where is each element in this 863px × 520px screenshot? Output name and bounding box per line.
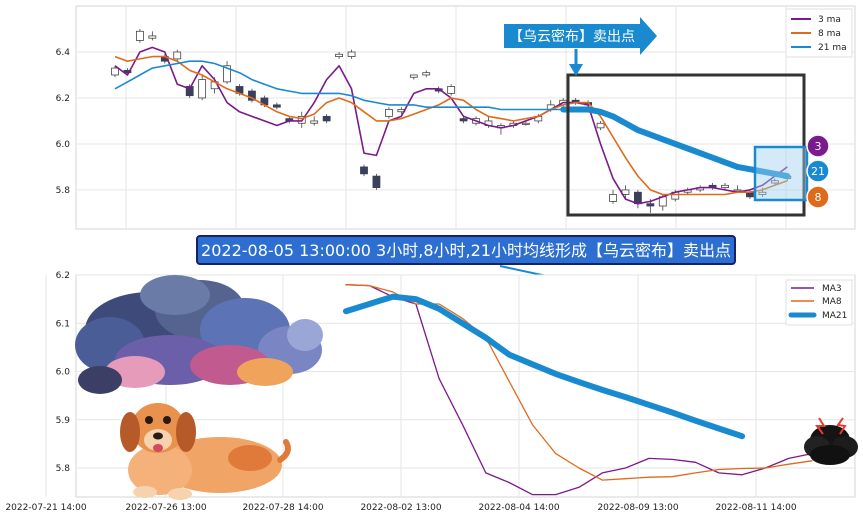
badge-8 <box>806 185 830 209</box>
candle-body-16 <box>310 120 319 124</box>
bottom-x-tick-2: 2022-07-28 14:00 <box>242 503 323 513</box>
legend-ma21-label: MA21 <box>822 311 847 321</box>
highlight-box <box>566 73 806 217</box>
candle-body-6 <box>185 86 194 97</box>
legend-21ma-label: 21 ma <box>818 43 847 53</box>
top-y-tick-2: 6.2 <box>56 94 70 104</box>
candle-body-33 <box>521 122 530 125</box>
candle-body-17 <box>322 115 331 122</box>
candle-body-28 <box>459 118 468 122</box>
bottom-y-tick-1: 5.9 <box>56 416 71 426</box>
bottom-x-tick-5: 2022-08-09 13:00 <box>597 503 678 513</box>
candle-body-19 <box>347 51 356 57</box>
crossover-highlight-box <box>753 145 809 202</box>
candle-body-9 <box>223 65 231 83</box>
badge-3-label: 3 <box>815 140 822 153</box>
candle-body-43 <box>646 203 655 207</box>
ma-badges: 3 21 8 <box>806 134 830 209</box>
badge-3 <box>806 134 830 158</box>
candle-body-2 <box>135 30 144 41</box>
candle-body-21 <box>372 175 381 189</box>
sell-point-callout: 【乌云密布】卖出点 <box>504 17 657 76</box>
bottom-y-tick-4: 6.2 <box>56 271 70 281</box>
banner-box <box>196 235 736 265</box>
top-y-tick-1: 6.0 <box>56 140 71 150</box>
candle-body-3 <box>148 35 157 39</box>
legend-ma8-label: MA8 <box>822 297 842 307</box>
candle-body-24 <box>409 74 418 78</box>
callout-arrow-shape <box>504 17 657 55</box>
dark-cloud-icon <box>804 417 858 465</box>
callout-label: 【乌云密布】卖出点 <box>509 28 635 45</box>
bottom-x-tick-1: 2022-07-26 13:00 <box>125 503 206 513</box>
candle-body-25 <box>422 72 431 76</box>
badge-21-label: 21 <box>811 165 825 178</box>
candle-body-5 <box>173 51 182 60</box>
candle-body-18 <box>335 53 344 57</box>
bottom-y-tick-0: 5.8 <box>56 464 71 474</box>
candle-body-22 <box>384 109 393 117</box>
bottom-ma-lines <box>343 284 813 496</box>
signal-banner: 2022-08-05 13:00:00 3小时,8小时,21小时均线形成【乌云密… <box>196 235 736 285</box>
top-line-ma21-emphasis <box>560 106 791 180</box>
candle-body-52 <box>758 191 767 195</box>
bottom-line-ma21 <box>343 293 746 440</box>
bottom-x-tick-0: 2022-07-21 14:00 <box>5 503 86 513</box>
bottom-y-tick-2: 6.0 <box>56 368 71 378</box>
bottom-x-tick-6: 2022-08-11 14:00 <box>715 503 796 513</box>
banner-text: 2022-08-05 13:00:00 3小时,8小时,21小时均线形成【乌云密… <box>201 241 731 260</box>
top-legend: 3 ma 8 ma 21 ma <box>785 8 853 58</box>
top-ma-lines <box>114 46 791 205</box>
candle-body-27 <box>447 86 456 94</box>
top-chart-panel: 5.8 6.0 6.2 6.4 【乌云密布】卖出点 3 ma 8 ma 21 ma 3 <box>56 5 856 230</box>
legend-3ma-label: 3 ma <box>818 15 841 25</box>
legend-8ma-label: 8 ma <box>818 29 841 39</box>
bottom-x-tick-3: 2022-08-02 13:00 <box>360 503 441 513</box>
bottom-chart-panel: 5.85.96.06.16.2 2022-07-21 14:00 2022-07-… <box>5 271 858 513</box>
candle-body-40 <box>609 194 617 202</box>
legend-ma3-label: MA3 <box>822 284 842 294</box>
candle-body-49 <box>721 184 729 189</box>
callout-pointer-head <box>569 64 583 76</box>
candle-body-20 <box>360 166 368 175</box>
storm-cloud-icon <box>75 275 323 394</box>
top-y-tick-labels: 5.8 6.0 6.2 6.4 <box>56 48 71 196</box>
bottom-legend: MA3 MA8 MA21 <box>785 279 853 326</box>
candle-body-53 <box>770 180 779 184</box>
bottom-y-tick-labels: 5.8 5.9 6.0 6.1 6.2 <box>56 271 71 474</box>
candle-body-11 <box>248 90 256 101</box>
candle-body-0 <box>111 67 119 76</box>
top-y-tick-0: 5.8 <box>56 186 71 196</box>
bottom-x-tick-4: 2022-08-04 14:00 <box>478 503 559 513</box>
candle-body-13 <box>272 104 281 108</box>
candle-body-50 <box>733 189 742 192</box>
bottom-y-tick-3: 6.1 <box>56 319 70 329</box>
top-line-ma8 <box>114 55 788 196</box>
candle-body-39 <box>596 122 605 129</box>
top-y-tick-3: 6.4 <box>56 48 71 58</box>
badge-8-label: 8 <box>815 191 822 204</box>
bottom-line-ma3 <box>345 284 813 496</box>
bottom-x-tick-labels: 2022-07-21 14:00 2022-07-26 13:00 2022-07-… <box>5 503 796 513</box>
badge-21 <box>806 159 830 183</box>
candle-body-7 <box>198 79 207 99</box>
dog-icon <box>120 403 291 500</box>
